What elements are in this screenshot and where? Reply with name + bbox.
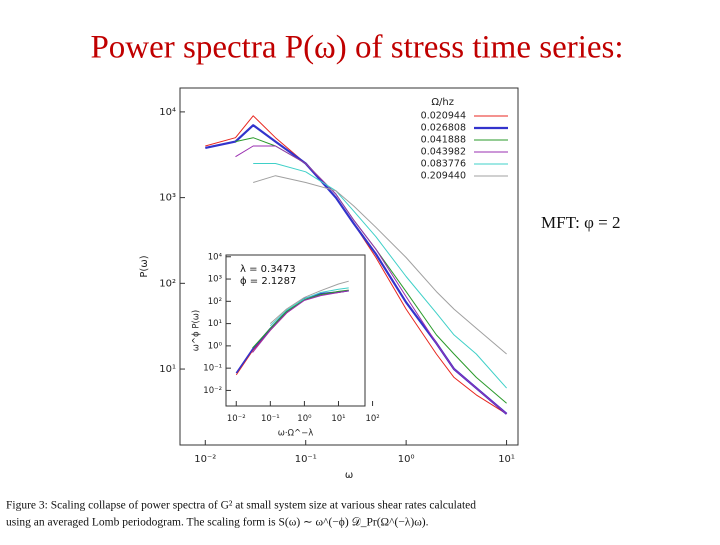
x-tick-label: 10⁻¹	[295, 454, 317, 465]
y-tick-label: 10²	[208, 297, 222, 307]
y-tick-label: 10³	[159, 193, 176, 204]
legend-label: 0.209440	[421, 171, 466, 182]
inset-annotation: ϕ = 2.1287	[240, 276, 296, 287]
annotation: MFT: φ = 2	[541, 213, 620, 232]
x-tick-label: 10²	[365, 414, 379, 424]
x-tick-label: 10¹	[498, 454, 515, 465]
legend-label: 0.020944	[421, 111, 466, 122]
series-line	[252, 289, 349, 349]
series-line	[269, 287, 349, 327]
y-axis-label: ω^ϕ P(ω)	[192, 310, 202, 351]
series-line	[253, 163, 507, 389]
y-tick-label: 10³	[208, 275, 222, 285]
x-tick-label: 10⁻²	[227, 414, 246, 424]
series-line	[253, 175, 507, 355]
x-axis-label: ω·Ω^−λ	[278, 429, 314, 439]
y-tick-label: 10⁴	[159, 107, 176, 118]
legend-label: 0.041888	[421, 135, 466, 146]
series-line	[252, 290, 349, 353]
caption-line: using an averaged Lomb periodogram. The …	[6, 517, 429, 529]
y-tick-label: 10¹	[208, 319, 222, 329]
y-tick-label: 10⁻¹	[203, 364, 222, 374]
series-line	[235, 145, 507, 415]
series-line	[269, 280, 349, 324]
caption-line: Figure 3: Scaling collapse of power spec…	[6, 500, 476, 512]
x-tick-label: 10⁰	[398, 454, 415, 465]
slide-title: Power spectra P(ω) of stress time series…	[90, 30, 623, 66]
x-axis-label: ω	[345, 470, 353, 481]
y-tick-label: 10²	[159, 278, 176, 289]
plot-area	[225, 254, 366, 407]
y-tick-label: 10¹	[159, 364, 176, 375]
x-tick-label: 10⁰	[297, 414, 312, 424]
legend-label: 0.083776	[421, 159, 466, 170]
y-axis-label: P(ω)	[139, 255, 150, 277]
x-tick-label: 10⁻²	[194, 454, 216, 465]
y-tick-label: 10⁴	[208, 252, 223, 262]
y-tick-label: 10⁻²	[203, 386, 222, 396]
y-tick-label: 10⁰	[208, 341, 223, 351]
x-tick-label: 10¹	[331, 414, 345, 424]
legend-label: 0.026808	[421, 123, 466, 134]
inset-annotation: λ = 0.3473	[240, 264, 296, 275]
legend-label: 0.043982	[421, 147, 466, 158]
x-tick-label: 10⁻¹	[261, 414, 280, 424]
legend-title: Ω/hz	[431, 97, 454, 108]
